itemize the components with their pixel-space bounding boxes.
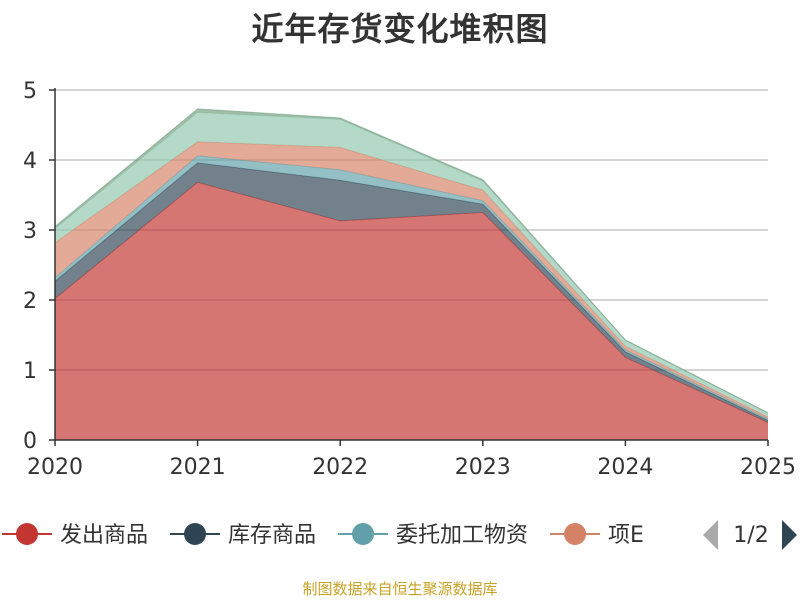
- x-tick-label: 2024: [597, 455, 653, 480]
- legend-label: 委托加工物资: [396, 523, 528, 548]
- chart-title: 近年存货变化堆积图: [251, 10, 549, 48]
- legend-marker: [184, 523, 207, 545]
- x-tick-label: 2020: [27, 455, 83, 480]
- legend-pager: 1/2: [703, 520, 797, 550]
- x-tick-label: 2021: [170, 455, 226, 480]
- legend-item[interactable]: 委托加工物资: [338, 523, 528, 548]
- x-tick-label: 2025: [740, 455, 796, 480]
- legend-marker: [564, 523, 587, 545]
- axes: 0 1 2 3 4 5 2020 2021 2022 2023 2024 2025: [23, 79, 796, 480]
- legend-marker: [16, 523, 38, 545]
- x-tick-label: 2022: [312, 455, 368, 480]
- y-tick-label: 4: [23, 149, 37, 174]
- legend-item[interactable]: 发出商品: [2, 523, 148, 548]
- legend-label: 项E: [608, 523, 644, 548]
- y-tick-label: 3: [23, 219, 37, 244]
- area-series-group: [54, 108, 769, 440]
- legend-label: 发出商品: [60, 523, 148, 548]
- legend-page-indicator: 1/2: [733, 523, 768, 548]
- source-footer: 制图数据来自恒生聚源数据库: [302, 580, 498, 598]
- y-tick-label: 1: [23, 359, 37, 384]
- next-page-icon[interactable]: [782, 520, 797, 550]
- y-tick-label: 5: [23, 79, 37, 104]
- legend-marker: [352, 523, 375, 545]
- x-tick-label: 2023: [455, 455, 511, 480]
- legend-item[interactable]: 项E: [550, 523, 644, 548]
- prev-page-icon[interactable]: [703, 520, 718, 550]
- area-series-2: [55, 162, 768, 423]
- legend-item[interactable]: 库存商品: [170, 523, 316, 548]
- y-tick-label: 2: [23, 289, 37, 314]
- y-tick-label: 0: [23, 429, 37, 454]
- legend: 发出商品 库存商品 委托加工物资 项E 1/2: [2, 520, 797, 550]
- area-series-edge: [54, 108, 769, 414]
- area-series-1: [55, 182, 768, 440]
- legend-label: 库存商品: [228, 523, 316, 548]
